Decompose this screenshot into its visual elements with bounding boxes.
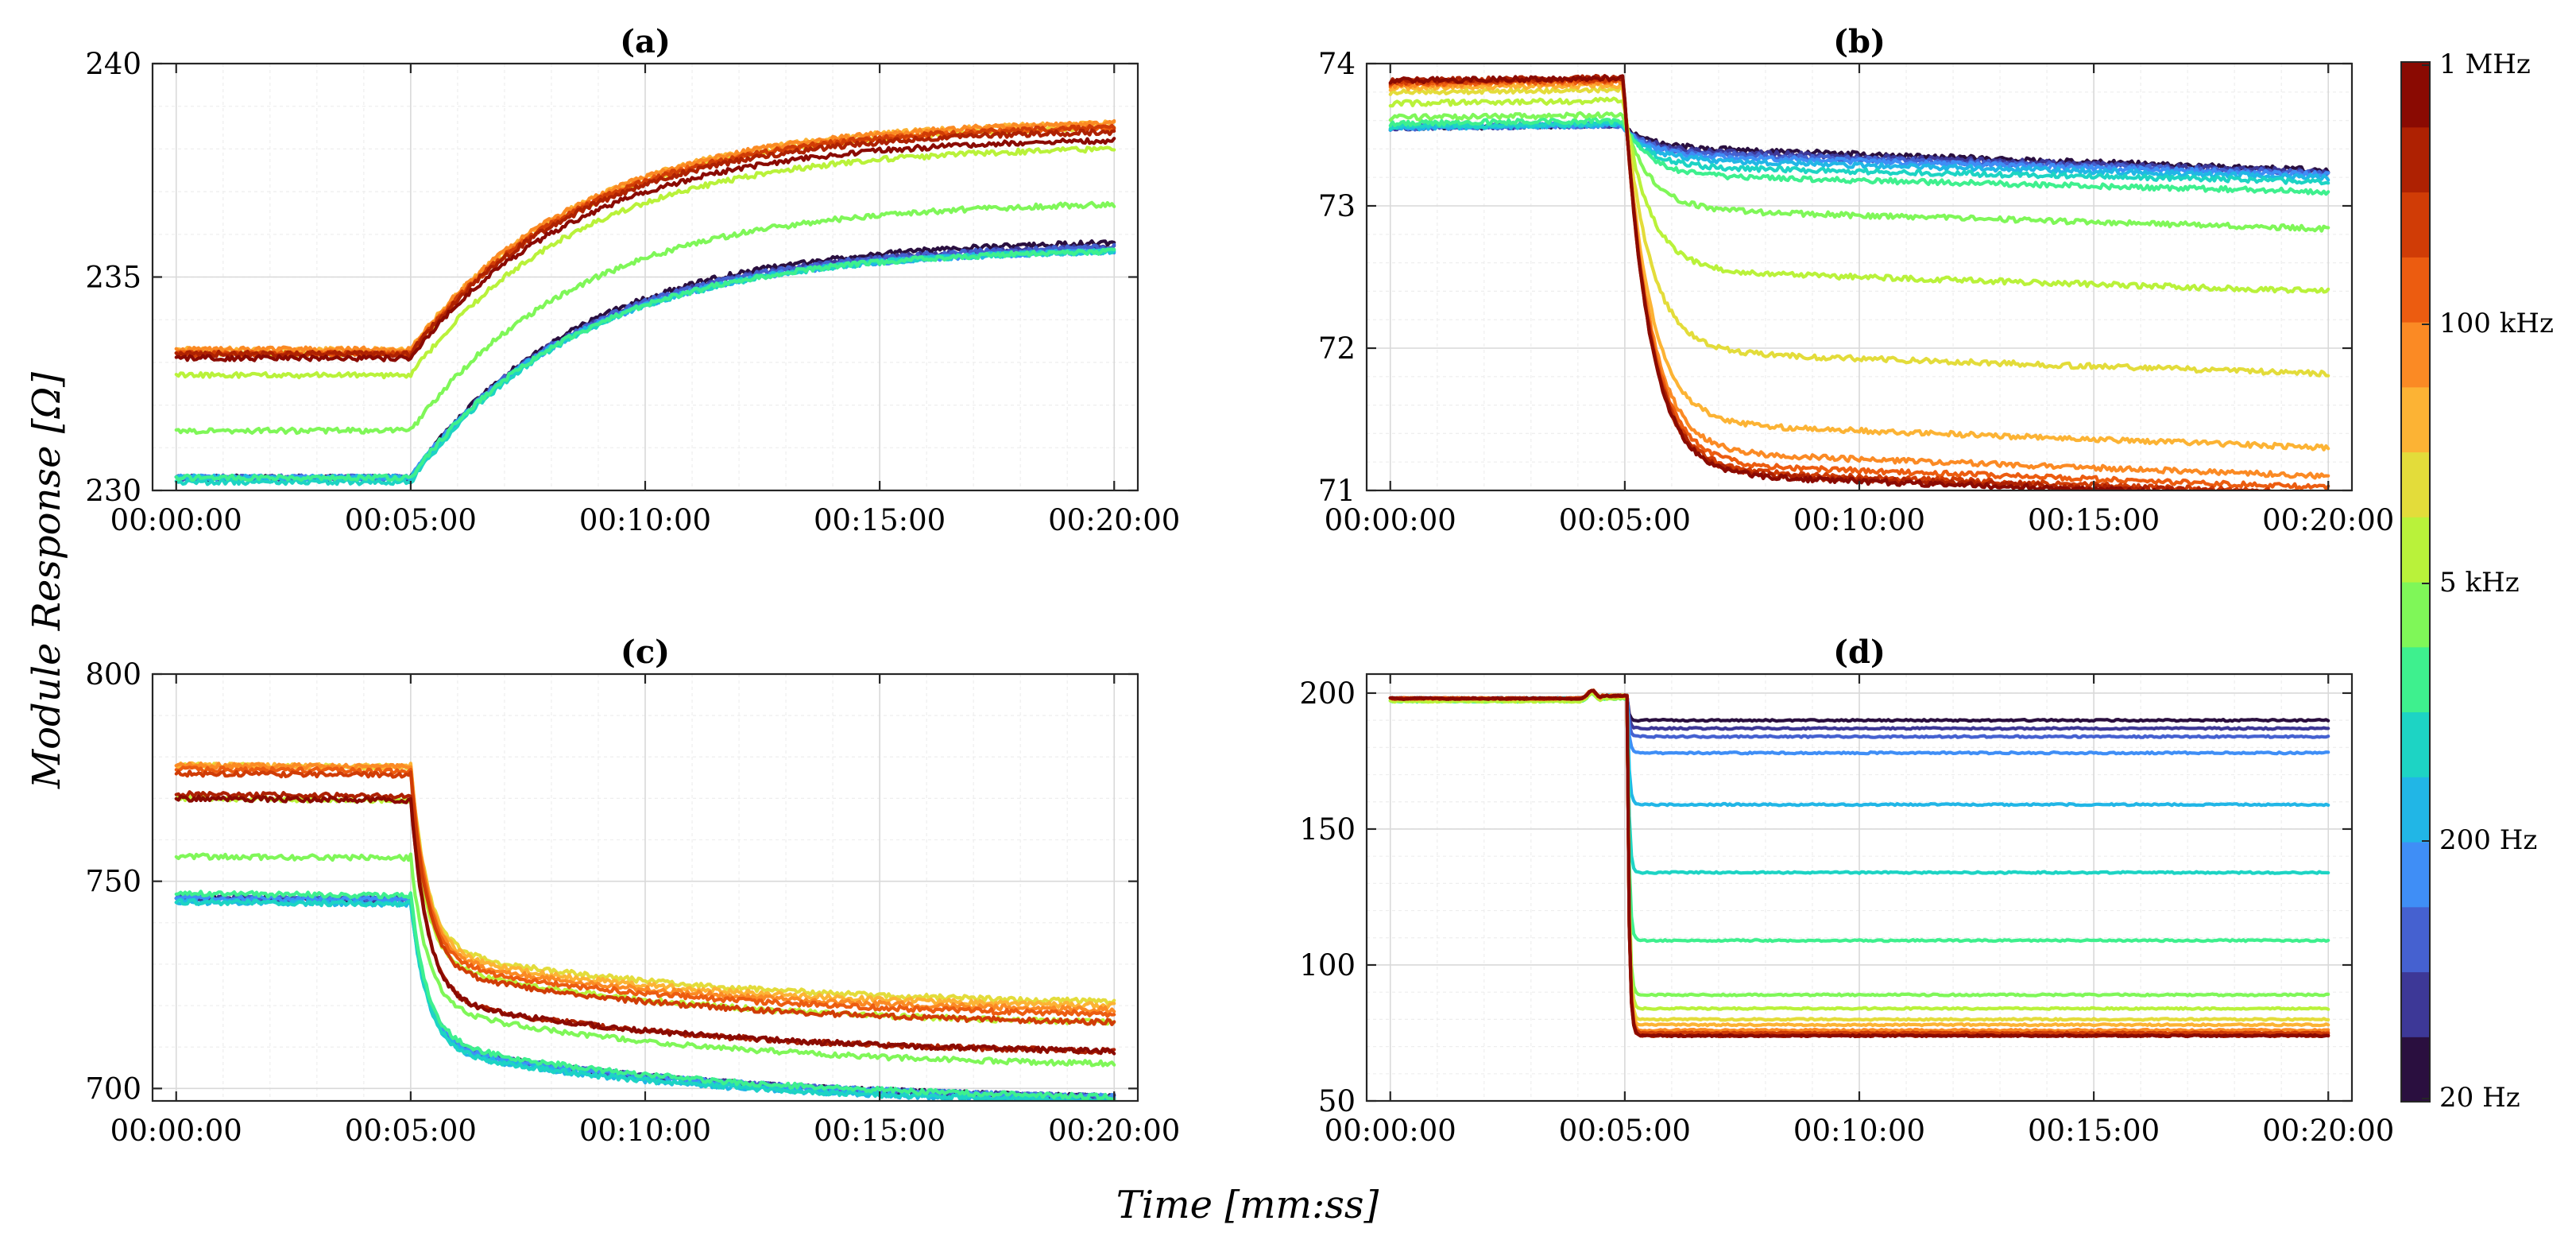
x-tick-label: 00:20:00 — [1048, 503, 1180, 537]
colorbar-segment — [2401, 711, 2430, 777]
series-line-1-khz — [1388, 117, 2330, 196]
series-line-1-mhz — [1388, 688, 2330, 1039]
series-line-100-khz — [174, 761, 1116, 1014]
colorbar-label: 100 kHz — [2439, 308, 2554, 339]
panel-d: 00:00:00 00:05:00 00:10:00 00:15:00 00:20:00… — [1299, 634, 2394, 1148]
series-line-5-khz — [174, 852, 1116, 1068]
colorbar-segment — [2401, 1037, 2430, 1103]
series-line-800-khz — [174, 128, 1116, 358]
panels: 00:00:00 00:05:00 00:10:00 00:15:00 00:20:00… — [85, 23, 2394, 1148]
x-tick-label: 00:05:00 — [1559, 1114, 1691, 1148]
x-tick-label: 00:00:00 — [1325, 503, 1456, 537]
y-tick-label: 150 — [1299, 812, 1356, 847]
colorbar-label: 1 MHz — [2439, 48, 2531, 80]
colorbar: 1 MHz 100 kHz 5 kHz 200 Hz 20 Hz — [2400, 48, 2554, 1114]
panel-c: 00:00:00 00:05:00 00:10:00 00:15:00 00:20:00… — [85, 634, 1180, 1148]
y-tick-label: 72 — [1318, 331, 1356, 366]
y-tick-label: 235 — [85, 261, 141, 295]
colorbar-segment — [2401, 842, 2430, 908]
series-group — [1388, 73, 2330, 490]
x-tick-label: 00:20:00 — [2262, 1114, 2394, 1148]
y-tick-label: 50 — [1318, 1084, 1356, 1118]
panel-a: 00:00:00 00:05:00 00:10:00 00:15:00 00:20:00… — [85, 23, 1180, 537]
x-tick-label: 00:10:00 — [579, 1114, 711, 1148]
colorbar-segment — [2401, 62, 2430, 128]
y-tick-label: 200 — [1299, 676, 1356, 711]
x-tick-label: 00:20:00 — [2262, 503, 2394, 537]
x-tick-label: 00:10:00 — [1793, 503, 1925, 537]
series-line-1-mhz — [174, 137, 1116, 362]
y-tick-label: 800 — [85, 657, 141, 692]
panel-b: 00:00:00 00:05:00 00:10:00 00:15:00 00:20:00… — [1318, 23, 2394, 537]
series-line-5-khz — [174, 200, 1116, 436]
series-group — [174, 118, 1116, 486]
colorbar-segment — [2401, 906, 2430, 973]
colorbar-segment — [2401, 777, 2430, 843]
colorbar-label: 200 Hz — [2439, 824, 2537, 856]
y-tick-label: 230 — [85, 474, 141, 508]
x-tick-label: 00:05:00 — [345, 1114, 477, 1148]
series-line-1-mhz — [1388, 74, 2231, 490]
colorbar-segment — [2401, 386, 2430, 453]
x-tick-label: 00:00:00 — [110, 503, 242, 537]
x-tick-label: 00:00:00 — [110, 1114, 242, 1148]
colorbar-segment — [2401, 517, 2430, 583]
series-line-10-khz — [1388, 692, 2330, 1011]
series-line-20-khz — [1388, 85, 2330, 378]
y-tick-label: 240 — [85, 47, 141, 81]
y-tick-label: 700 — [85, 1072, 141, 1106]
series-line-5-khz — [1388, 110, 2330, 233]
x-tick-label: 00:05:00 — [1559, 503, 1691, 537]
series-group — [174, 761, 1116, 1101]
y-tick-label: 71 — [1318, 474, 1356, 508]
series-line-1-khz — [174, 889, 1116, 1101]
panel-title: (c) — [621, 634, 670, 671]
colorbar-segment — [2401, 646, 2430, 713]
y-tick-label: 74 — [1318, 47, 1356, 81]
colorbar-segment — [2401, 192, 2430, 258]
x-tick-label: 00:20:00 — [1048, 1114, 1180, 1148]
series-line-100-khz — [1388, 78, 2330, 480]
panel-title: (b) — [1833, 23, 1886, 60]
y-tick-label: 73 — [1318, 189, 1356, 223]
x-axis-label: Time [mm:ss] — [1116, 1183, 1379, 1227]
x-tick-label: 00:05:00 — [345, 503, 477, 537]
colorbar-frame — [2400, 61, 2431, 1103]
x-tick-label: 00:15:00 — [814, 1114, 946, 1148]
x-tick-label: 00:10:00 — [1793, 1114, 1925, 1148]
series-line-10-khz — [1388, 96, 2330, 294]
colorbar-segment — [2401, 582, 2430, 648]
series-line-400-hz — [174, 897, 1116, 1101]
x-tick-label: 00:15:00 — [814, 503, 946, 537]
colorbar-segment — [2401, 257, 2430, 323]
y-tick-label: 750 — [85, 865, 141, 899]
x-tick-label: 00:15:00 — [2028, 1114, 2160, 1148]
series-line-500-khz — [174, 769, 1116, 1027]
series-line-1-khz — [174, 247, 1116, 482]
x-tick-label: 00:10:00 — [579, 503, 711, 537]
colorbar-label: 5 kHz — [2439, 567, 2520, 599]
colorbar-segment — [2401, 322, 2430, 388]
y-tick-label: 100 — [1299, 948, 1356, 982]
x-tick-label: 00:15:00 — [2028, 503, 2160, 537]
colorbar-label: 20 Hz — [2439, 1082, 2520, 1114]
panel-title: (d) — [1833, 634, 1886, 671]
series-line-200-khz — [174, 765, 1116, 1018]
series-line-200-hz — [1388, 121, 2330, 182]
y-axis-label: Module Response [Ω] — [25, 372, 69, 789]
x-tick-label: 00:00:00 — [1325, 1114, 1456, 1148]
colorbar-segment — [2401, 971, 2430, 1037]
series-line-10-khz — [174, 145, 1116, 380]
series-line-1-mhz — [174, 794, 1116, 1056]
panel-title: (a) — [620, 23, 671, 60]
colorbar-segment — [2401, 126, 2430, 193]
colorbar-segment — [2401, 451, 2430, 517]
series-group — [1388, 688, 2330, 1039]
